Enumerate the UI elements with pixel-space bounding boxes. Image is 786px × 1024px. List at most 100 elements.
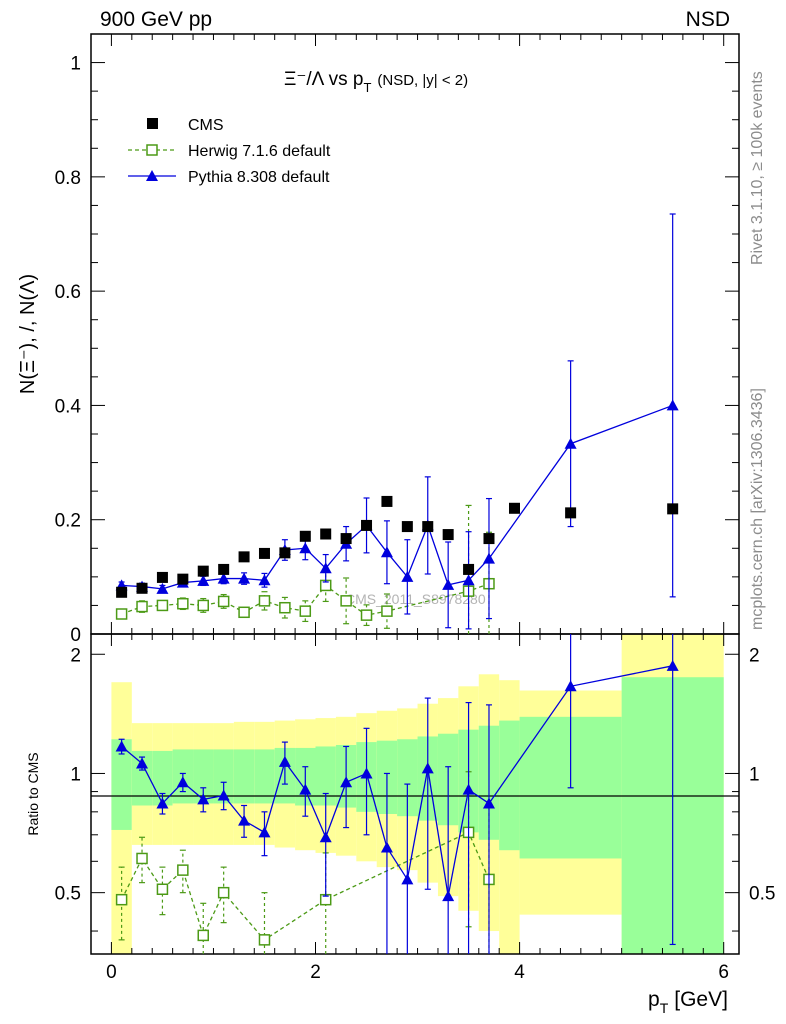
pythia-point — [380, 546, 393, 558]
stat-uncertainty-band — [397, 739, 418, 817]
axis-tick-labels: 0 2 4 600.20.40.60.810.5 0.51 12 2 — [55, 54, 776, 983]
pythia-point — [319, 562, 332, 574]
pythia-ratio-point — [380, 841, 393, 853]
pythia-ratio-point — [115, 740, 128, 752]
herwig-point — [156, 599, 169, 612]
stat-uncertainty-band — [131, 750, 153, 806]
pythia-ratio-point — [340, 776, 353, 788]
x-axis-label-main: p — [648, 988, 660, 1011]
herwig-line — [121, 583, 490, 616]
pythia-ratio-point — [421, 762, 434, 774]
herwig-ratio-point — [115, 893, 128, 906]
x-tick-label: 6 — [718, 962, 729, 983]
pythia-point — [299, 542, 312, 554]
pythia-ratio-point — [319, 831, 332, 843]
herwig-point — [340, 595, 352, 607]
herwig-ratio-point — [136, 852, 148, 865]
header-left: 900 GeV pp — [100, 8, 212, 31]
y-tick-label: 0.2 — [55, 511, 81, 532]
herwig-ratio-point — [258, 934, 271, 946]
cms-point — [299, 530, 311, 542]
legend-cms-marker — [147, 118, 158, 129]
herwig-point — [238, 606, 250, 619]
ratio-tick-label-right: 2 — [749, 645, 760, 666]
x-axis-label-sub: T — [660, 1000, 669, 1016]
pythia-ratio-point — [401, 873, 414, 885]
pythia-ratio-point — [462, 783, 475, 795]
pythia-point — [258, 574, 271, 586]
herwig-point — [258, 595, 271, 607]
pythia-ratio-point — [564, 680, 577, 692]
stat-uncertainty-band — [213, 749, 234, 804]
x-tick-label: 2 — [310, 962, 321, 983]
rivet-label: Rivet 3.1.10, ≥ 100k events — [749, 71, 766, 265]
y-tick-label: 0.6 — [55, 282, 81, 303]
pythia-point — [238, 572, 251, 584]
legend-pythia-label: Pythia 8.308 default — [188, 169, 330, 186]
stat-uncertainty-band — [152, 750, 173, 806]
ratio-panel-frame — [90, 633, 740, 955]
cms-point — [401, 521, 413, 533]
herwig-point — [197, 599, 210, 612]
cms-point — [156, 571, 168, 583]
herwig-point — [217, 595, 230, 608]
y-tick-label: 0.8 — [55, 168, 81, 189]
herwig-point — [299, 605, 312, 617]
legend-herwig-label: Herwig 7.1.6 default — [188, 143, 331, 160]
pythia-point — [666, 399, 679, 411]
cms-series — [116, 495, 679, 598]
pythia-point — [462, 574, 475, 586]
ratio-axis-label: Ratio to CMS — [25, 752, 41, 835]
cms-point — [565, 507, 577, 519]
pythia-ratio-point — [176, 776, 189, 788]
plot-title: Ξ⁻/Λ vs pT (NSD, |y| < 2) — [284, 69, 468, 95]
ratio-tick-label-right: 0.5 — [749, 884, 775, 905]
pythia-ratio-point — [442, 890, 455, 902]
cms-point — [667, 503, 679, 515]
pythia-point — [482, 552, 495, 564]
cms-point — [463, 563, 475, 575]
stat-uncertainty-band — [111, 739, 132, 830]
plot-title-tail: (NSD, |y| < 2) — [377, 72, 468, 89]
cms-point — [116, 586, 128, 598]
pythia-ratio-point — [238, 814, 251, 826]
pythia-ratio-point — [666, 659, 679, 671]
ratio-tick-label-right: 1 — [749, 764, 760, 785]
cms-point — [361, 519, 373, 531]
pythia-line — [121, 404, 673, 590]
x-tick-label: 0 — [106, 962, 117, 983]
pythia-ratio-point — [156, 797, 169, 809]
ratio-tick-label-left: 0.5 — [55, 884, 81, 905]
pythia-point — [442, 578, 455, 590]
cms-point — [279, 547, 291, 559]
cms-point — [340, 533, 352, 545]
herwig-ratio-point — [197, 929, 210, 942]
header-right: NSD — [686, 8, 730, 31]
pythia-ratio-point — [258, 826, 271, 838]
cms-point — [197, 565, 209, 577]
pythia-ratio-point — [299, 783, 312, 795]
cms-point — [136, 582, 148, 594]
herwig-series — [115, 504, 495, 634]
stat-uncertainty-band — [233, 749, 255, 804]
y-axis-label: N(Ξ⁻), /, N(Λ) — [17, 274, 39, 394]
pythia-ratio-point — [360, 767, 373, 779]
herwig-ratio-line — [121, 831, 490, 941]
legend-herwig-marker — [146, 144, 158, 156]
pythia-ratio-point — [197, 793, 210, 805]
cms-point — [218, 563, 230, 575]
axis-ticks — [91, 33, 739, 954]
mcplots-label: mcplots.cern.ch [arXiv:1306.3436] — [749, 388, 766, 630]
x-axis-label-tail: [GeV] — [674, 988, 728, 1011]
cms-point — [442, 529, 454, 541]
herwig-ratio-point — [217, 886, 230, 899]
plot-title-sub: T — [363, 80, 371, 95]
stat-uncertainty-band — [193, 749, 214, 804]
cms-point — [320, 528, 332, 540]
watermark: CMS_2011_S8978280 — [345, 591, 486, 607]
herwig-point — [136, 600, 148, 613]
stat-uncertainty-band — [254, 749, 275, 804]
pythia-ratio-point — [482, 797, 495, 809]
legend: CMS Herwig 7.1.6 default Pythia 8.308 de… — [128, 117, 331, 186]
cms-point — [381, 495, 393, 507]
